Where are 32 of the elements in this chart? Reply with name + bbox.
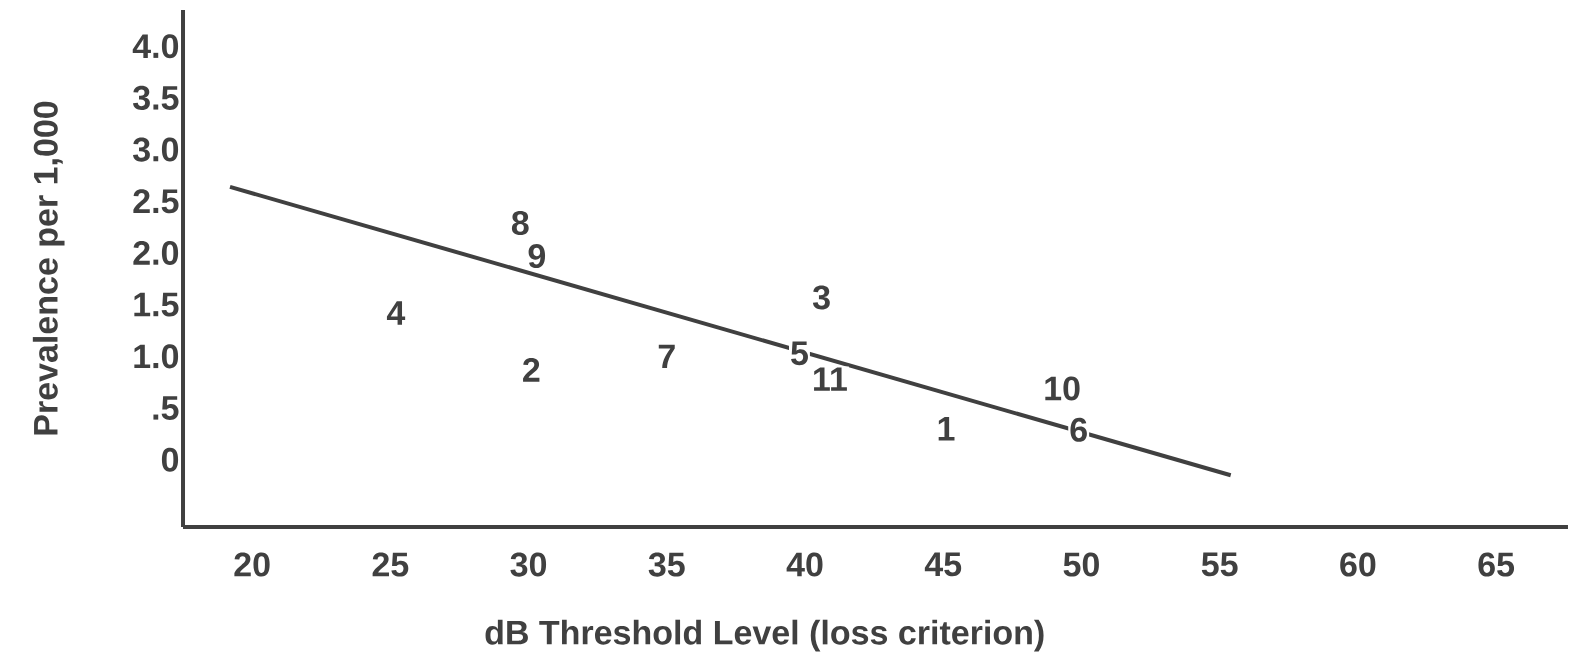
x-tick-label: 25	[372, 552, 409, 577]
x-tick-label: 20	[234, 552, 270, 577]
annotation: 9	[528, 244, 546, 269]
annotation: 4	[386, 301, 406, 325]
y-tick-label: 1.0	[134, 344, 179, 369]
annotation: 6	[1070, 417, 1087, 442]
y-tick-label: .5	[153, 396, 179, 420]
x-tick-label: 65	[1478, 552, 1515, 577]
y-tick-label: 4.0	[132, 34, 179, 59]
x-tick-label: 55	[1201, 552, 1238, 577]
annotation: 8	[511, 210, 529, 236]
annotation: 11	[814, 367, 847, 391]
y-tick-label: 3.5	[133, 85, 179, 110]
y-axis-title: Prevalence per 1,000	[32, 101, 65, 435]
annotation: 10	[1045, 376, 1080, 401]
x-tick-label: 35	[648, 552, 685, 577]
y-tick-label: 1.5	[134, 292, 179, 317]
x-tick-label: 40	[786, 552, 823, 577]
annotation: 7	[658, 344, 675, 369]
x-tick-label: 50	[1063, 552, 1099, 577]
y-tick-label: 2.5	[133, 189, 179, 214]
y-tick-label: 2.0	[133, 240, 179, 266]
x-axis-title: dB Threshold Level (loss criterion)	[485, 619, 1044, 652]
x-tick-label: 60	[1340, 552, 1376, 577]
x-tick-label: 45	[924, 552, 962, 577]
y-tick-label: 3.0	[133, 137, 179, 162]
annotation: 2	[523, 357, 540, 382]
annotation: 5	[791, 341, 808, 366]
x-tick-label: 30	[510, 552, 547, 577]
annotation: 3	[812, 285, 830, 310]
annotation: 1	[938, 417, 955, 441]
y-tick-label: 0	[161, 447, 179, 472]
